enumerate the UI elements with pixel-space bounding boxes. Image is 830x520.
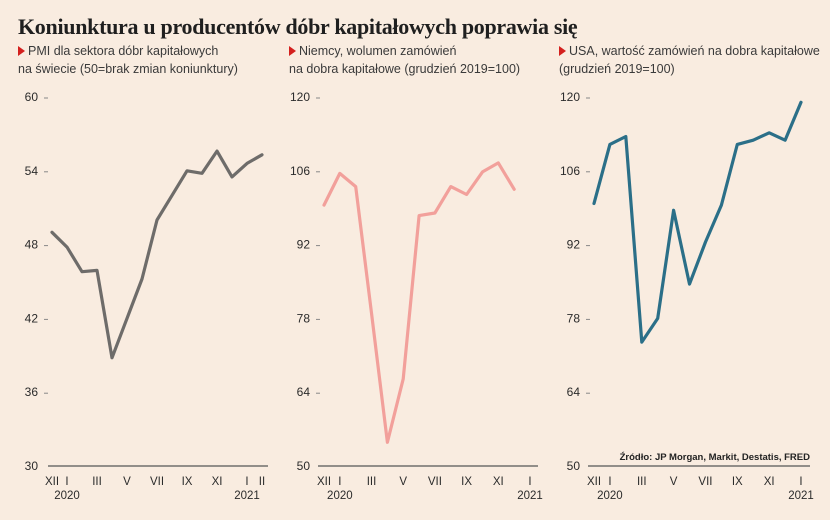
- red-triangle-icon: [18, 46, 25, 56]
- series-line: [50, 149, 264, 360]
- x-tick-label: XI: [764, 476, 775, 488]
- x-tick-label: II: [259, 476, 265, 488]
- chart-3-subtitle-line-2: (grudzień 2019=100): [559, 62, 675, 76]
- x-tick-label: XII: [45, 476, 59, 488]
- y-tick-label: 78: [567, 311, 581, 325]
- x-year-label: 2021: [517, 490, 543, 502]
- chart-1-subtitle: PMI dla sektora dóbr kapitałowych na świ…: [18, 42, 238, 78]
- y-tick-label: 120: [560, 90, 580, 104]
- y-tick-label: 60: [25, 90, 39, 104]
- x-tick-label: I: [608, 476, 611, 488]
- y-tick-label: 64: [297, 385, 311, 399]
- x-tick-label: IX: [182, 476, 193, 488]
- chart-1-subtitle-line-1: PMI dla sektora dóbr kapitałowych: [28, 44, 219, 58]
- x-tick-label: I: [338, 476, 341, 488]
- chart-3-subtitle: USA, wartość zamówień na dobra kapitałow…: [559, 42, 820, 78]
- chart-2-subtitle-line-2: na dobra kapitałowe (grudzień 2019=100): [289, 62, 521, 76]
- x-year-label: 2020: [597, 490, 623, 502]
- x-tick-label: XII: [317, 476, 331, 488]
- chart-2-subtitle: Niemcy, wolumen zamówień na dobra kapita…: [289, 42, 520, 78]
- page-title: Koniunktura u producentów dóbr kapitałow…: [18, 14, 578, 39]
- y-tick-label: 78: [297, 311, 311, 325]
- x-tick-label: VII: [150, 476, 164, 488]
- x-year-label: 2021: [788, 490, 814, 502]
- x-tick-label: VII: [698, 476, 712, 488]
- chart-1-subtitle-line-2: na świecie (50=brak zmian koniunktury): [18, 62, 238, 76]
- x-tick-label: IX: [461, 476, 472, 488]
- y-tick-label: 64: [567, 385, 581, 399]
- x-year-label: 2020: [54, 490, 80, 502]
- x-tick-label: XI: [212, 476, 223, 488]
- x-tick-label: III: [92, 476, 102, 488]
- chart-3-subtitle-line-1: USA, wartość zamówień na dobra kapitałow…: [569, 44, 820, 58]
- x-tick-label: III: [637, 476, 647, 488]
- x-tick-label: VII: [428, 476, 442, 488]
- y-tick-label: 106: [560, 164, 580, 178]
- chart-2-subtitle-line-1: Niemcy, wolumen zamówień: [299, 44, 457, 58]
- x-tick-label: V: [399, 476, 407, 488]
- y-tick-label: 120: [290, 90, 310, 104]
- x-tick-label: I: [245, 476, 248, 488]
- y-tick-label: 42: [25, 311, 39, 325]
- y-tick-label: 54: [25, 164, 39, 178]
- x-year-label: 2021: [234, 490, 260, 502]
- red-triangle-icon: [559, 46, 566, 56]
- x-tick-label: I: [65, 476, 68, 488]
- y-tick-label: 50: [567, 459, 581, 473]
- x-tick-label: XII: [587, 476, 601, 488]
- series-line: [322, 161, 516, 444]
- y-tick-label: 30: [25, 459, 39, 473]
- x-tick-label: V: [123, 476, 131, 488]
- y-tick-label: 92: [567, 238, 581, 252]
- red-triangle-icon: [289, 46, 296, 56]
- y-tick-label: 48: [25, 238, 39, 252]
- series-line: [592, 100, 803, 344]
- source-note: Źródło: JP Morgan, Markit, Destatis, FRE…: [619, 452, 810, 463]
- x-tick-label: IX: [732, 476, 743, 488]
- x-tick-label: XI: [493, 476, 504, 488]
- x-tick-label: I: [799, 476, 802, 488]
- y-tick-label: 92: [297, 238, 311, 252]
- x-tick-label: I: [528, 476, 531, 488]
- x-tick-label: III: [367, 476, 377, 488]
- y-tick-label: 50: [297, 459, 311, 473]
- y-tick-label: 36: [25, 385, 39, 399]
- x-tick-label: V: [670, 476, 678, 488]
- y-tick-label: 106: [290, 164, 310, 178]
- x-year-label: 2020: [327, 490, 353, 502]
